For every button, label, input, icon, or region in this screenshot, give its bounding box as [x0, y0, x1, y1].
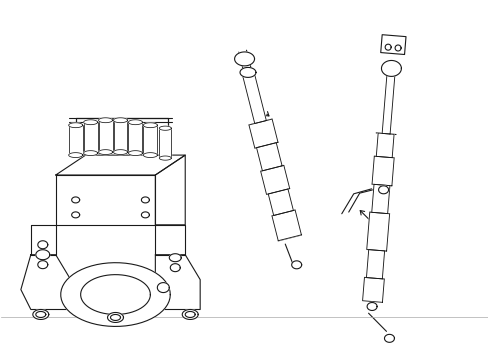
Polygon shape	[242, 71, 266, 123]
Polygon shape	[61, 263, 170, 327]
Polygon shape	[155, 155, 185, 225]
Polygon shape	[72, 197, 80, 203]
Polygon shape	[271, 210, 301, 241]
Polygon shape	[366, 212, 389, 251]
Polygon shape	[381, 60, 401, 76]
Polygon shape	[159, 126, 171, 130]
Polygon shape	[240, 67, 255, 77]
Polygon shape	[68, 125, 82, 155]
Polygon shape	[362, 278, 384, 302]
Polygon shape	[382, 68, 395, 134]
Polygon shape	[68, 123, 82, 128]
Polygon shape	[36, 311, 46, 318]
Polygon shape	[113, 118, 127, 123]
Text: 2: 2	[360, 211, 381, 234]
Polygon shape	[169, 254, 181, 262]
Polygon shape	[143, 125, 157, 155]
Polygon shape	[56, 155, 185, 175]
Polygon shape	[371, 184, 389, 213]
Polygon shape	[366, 302, 376, 310]
Polygon shape	[128, 120, 142, 125]
Polygon shape	[256, 143, 282, 171]
Polygon shape	[33, 310, 49, 319]
Polygon shape	[68, 153, 82, 158]
Polygon shape	[159, 128, 171, 158]
Polygon shape	[385, 44, 390, 50]
Polygon shape	[99, 120, 112, 152]
Polygon shape	[366, 249, 384, 279]
Polygon shape	[56, 175, 155, 225]
Polygon shape	[157, 283, 169, 293]
Polygon shape	[83, 120, 98, 125]
Polygon shape	[83, 122, 98, 153]
Polygon shape	[38, 261, 48, 269]
Polygon shape	[72, 212, 80, 218]
Polygon shape	[143, 123, 157, 128]
Polygon shape	[113, 150, 127, 154]
Polygon shape	[38, 241, 48, 249]
Polygon shape	[371, 156, 393, 186]
Polygon shape	[185, 311, 195, 318]
Polygon shape	[99, 118, 112, 123]
Polygon shape	[291, 261, 301, 269]
Polygon shape	[384, 334, 394, 342]
Polygon shape	[83, 151, 98, 156]
Polygon shape	[141, 197, 149, 203]
Polygon shape	[155, 225, 185, 255]
Polygon shape	[380, 35, 405, 54]
Polygon shape	[378, 186, 388, 194]
Polygon shape	[36, 250, 50, 260]
Polygon shape	[107, 312, 123, 323]
Polygon shape	[394, 45, 400, 51]
Polygon shape	[110, 315, 120, 320]
Polygon shape	[268, 189, 293, 216]
Polygon shape	[141, 212, 149, 218]
Polygon shape	[234, 52, 254, 66]
Polygon shape	[143, 153, 157, 158]
Polygon shape	[113, 120, 127, 152]
Text: 1: 1	[111, 126, 132, 146]
Polygon shape	[99, 150, 112, 154]
Polygon shape	[182, 310, 198, 319]
Polygon shape	[31, 225, 56, 255]
Text: 3: 3	[253, 101, 268, 116]
Polygon shape	[128, 151, 142, 156]
Polygon shape	[21, 255, 71, 310]
Polygon shape	[248, 119, 277, 148]
Polygon shape	[81, 275, 150, 315]
Polygon shape	[376, 133, 393, 158]
Polygon shape	[155, 255, 200, 310]
Polygon shape	[260, 165, 289, 194]
Polygon shape	[128, 122, 142, 153]
Polygon shape	[170, 264, 180, 272]
Polygon shape	[159, 156, 171, 160]
